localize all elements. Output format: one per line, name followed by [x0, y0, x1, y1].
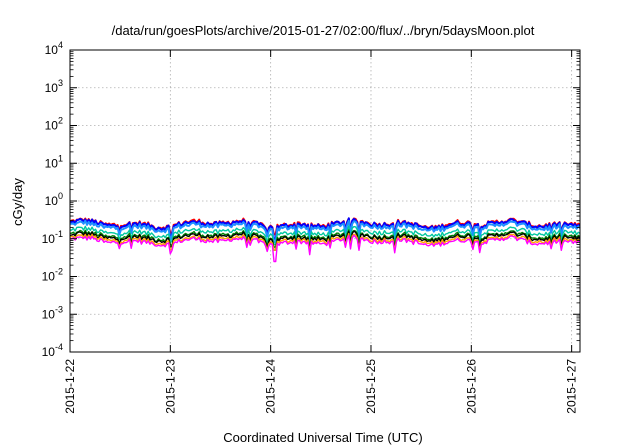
y-tick-exponent: -1	[55, 229, 63, 239]
x-axis-label: Coordinated Universal Time (UTC)	[223, 430, 422, 445]
y-tick-label: 103	[45, 78, 63, 95]
y-axis-label: cGy/day	[10, 178, 25, 226]
y-tick-label: 10-4	[42, 342, 63, 359]
y-tick-exponent: 2	[58, 116, 63, 126]
y-tick-exponent: -2	[55, 267, 63, 277]
y-tick-base: 10	[45, 119, 59, 133]
y-tick-base: 10	[42, 345, 56, 359]
series-line	[69, 232, 581, 253]
x-tick-label: 2015-1-25	[364, 359, 378, 414]
y-tick-base: 10	[45, 194, 59, 208]
chart-title: /data/run/goesPlots/archive/2015-01-27/0…	[112, 23, 535, 38]
x-tick-label: 2015-1-24	[264, 359, 278, 414]
y-tick-exponent: -4	[55, 342, 63, 352]
y-tick-exponent: 0	[58, 191, 63, 201]
tick-marks	[69, 49, 580, 353]
x-tick-label: 2015-1-22	[63, 359, 77, 414]
y-tick-base: 10	[42, 232, 56, 246]
y-tick-base: 10	[45, 81, 59, 95]
series-line	[69, 217, 581, 240]
series-line	[70, 234, 581, 263]
y-tick-label: 101	[45, 153, 63, 170]
series-line	[70, 219, 581, 244]
y-tick-label: 10-1	[42, 229, 63, 246]
x-tick-label: 2015-1-26	[464, 359, 478, 414]
y-tick-label: 10-3	[42, 304, 63, 321]
x-tick-label: 2015-1-23	[163, 359, 177, 414]
y-tick-label: 100	[45, 191, 63, 208]
y-tick-base: 10	[42, 270, 56, 284]
y-tick-exponent: -3	[55, 304, 63, 314]
y-tick-base: 10	[45, 43, 59, 57]
y-tick-base: 10	[42, 307, 56, 321]
series-line	[69, 230, 581, 252]
y-tick-label: 102	[45, 116, 63, 133]
x-tick-label: 2015-1-27	[565, 359, 579, 414]
x-tick-labels: 2015-1-22 2015-1-23 2015-1-24 2015-1-25 2015…	[63, 359, 579, 414]
y-tick-exponent: 4	[58, 40, 63, 50]
y-tick-exponent: 1	[58, 153, 63, 163]
y-tick-base: 10	[45, 156, 59, 170]
y-tick-label: 10-2	[42, 267, 63, 284]
series-line	[69, 225, 581, 247]
series-layer	[69, 217, 581, 263]
y-tick-exponent: 3	[58, 78, 63, 88]
y-tick-label: 104	[45, 40, 63, 57]
